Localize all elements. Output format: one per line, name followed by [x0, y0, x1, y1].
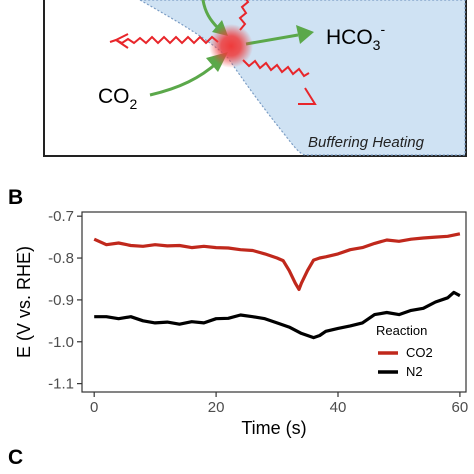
- heat-wave-right-head: [298, 87, 317, 105]
- product-label: HCO3-: [326, 21, 385, 53]
- x-tick-label: 60: [452, 399, 469, 416]
- heat-wave-arrows: [109, 0, 317, 105]
- x-tick-label: 40: [330, 399, 347, 416]
- heat-wave-top-arrow: [238, 0, 250, 31]
- series-line-co2: [93, 232, 461, 291]
- y-tick-label: -0.8: [48, 250, 74, 267]
- legend-label: CO2: [406, 345, 433, 360]
- chart-legend: Reaction CO2 N2: [376, 323, 433, 379]
- panel-letter-b: B: [8, 186, 24, 209]
- legend-title: Reaction: [376, 323, 427, 338]
- panel-letter-c: C: [8, 446, 24, 469]
- x-axis-title: Time (s): [241, 418, 306, 438]
- top-arrow: [201, 0, 220, 30]
- y-axis-title: E (V vs. RHE): [14, 246, 34, 358]
- heat-wave-left-head: [114, 33, 129, 49]
- heat-wave-left-arrow: [109, 35, 219, 45]
- y-tick-label: -0.9: [48, 292, 74, 309]
- series-line-n2: [94, 290, 461, 340]
- diagram-frame: [43, 0, 467, 157]
- x-tick-label: 0: [90, 399, 98, 416]
- x-tick-label: 20: [208, 399, 225, 416]
- y-tick-label: -0.7: [48, 208, 74, 225]
- heat-wave-right-arrow: [242, 59, 310, 78]
- product-arrow-head: [296, 25, 314, 44]
- y-tick-label: -1.1: [48, 376, 74, 393]
- product-arrow: [245, 33, 299, 46]
- diagram-panel-a: HCO3- CO2 Buffering Heating: [43, 0, 467, 157]
- plot-border: [81, 211, 467, 393]
- legend-label: N2: [406, 364, 423, 379]
- buffering-caption: Buffering Heating: [308, 134, 425, 151]
- reactant-label: CO2: [98, 85, 138, 112]
- y-tick-label: -1.0: [48, 334, 74, 351]
- buffer-region: [138, 0, 466, 156]
- chart-axes: -0.7 -0.8 -0.9 -1.0 -1.1 0 20 40 60 Time (s) E (V …: [14, 208, 468, 438]
- nanoparticle: [209, 24, 253, 68]
- reactant-arrow: [149, 60, 219, 97]
- chart-series: [93, 232, 461, 340]
